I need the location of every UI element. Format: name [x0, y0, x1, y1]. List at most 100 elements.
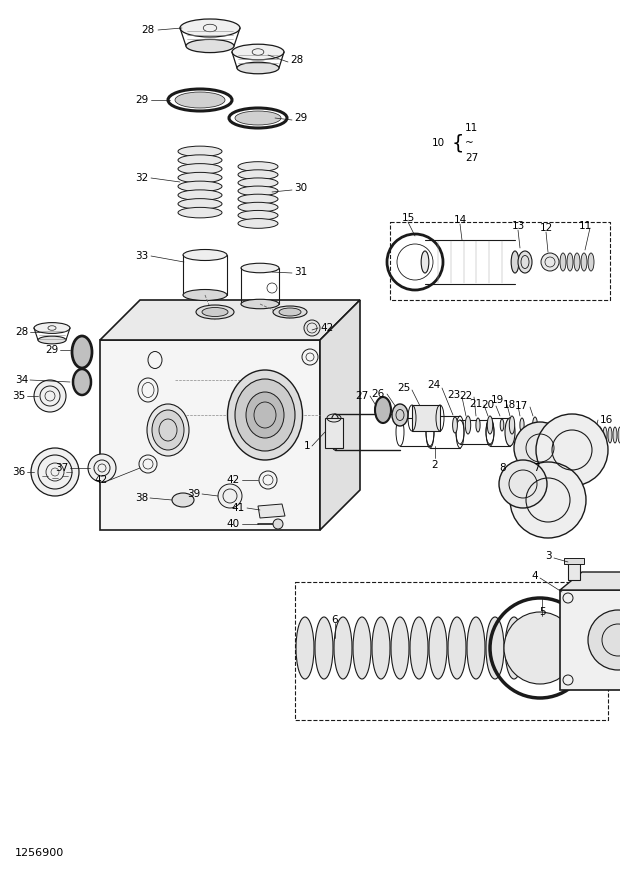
Text: 24: 24	[427, 380, 440, 390]
Text: 42: 42	[227, 475, 240, 485]
Ellipse shape	[178, 199, 222, 210]
Text: ~: ~	[465, 138, 474, 148]
Text: 14: 14	[453, 215, 467, 225]
Ellipse shape	[392, 404, 408, 426]
Text: 21: 21	[469, 399, 482, 409]
Text: 25: 25	[397, 383, 410, 393]
Ellipse shape	[467, 617, 485, 679]
Ellipse shape	[180, 19, 240, 37]
Text: 3: 3	[546, 551, 552, 561]
Ellipse shape	[235, 379, 295, 451]
Circle shape	[588, 610, 620, 670]
Ellipse shape	[175, 92, 225, 108]
Ellipse shape	[241, 299, 279, 309]
Ellipse shape	[520, 418, 524, 432]
Text: 27: 27	[355, 391, 368, 401]
Ellipse shape	[246, 392, 284, 438]
Text: 26: 26	[372, 389, 385, 399]
Ellipse shape	[147, 404, 189, 456]
Ellipse shape	[315, 617, 333, 679]
Ellipse shape	[238, 170, 278, 180]
Text: 20: 20	[481, 400, 494, 410]
Ellipse shape	[421, 251, 429, 273]
Text: 39: 39	[187, 489, 200, 499]
Ellipse shape	[178, 155, 222, 165]
Text: 37: 37	[55, 463, 68, 473]
Ellipse shape	[608, 427, 612, 443]
Ellipse shape	[465, 416, 471, 434]
Text: 5: 5	[539, 607, 546, 617]
Ellipse shape	[603, 427, 607, 443]
Bar	[325, 418, 343, 448]
Ellipse shape	[613, 427, 617, 443]
Ellipse shape	[38, 336, 66, 344]
Text: 31: 31	[294, 267, 308, 277]
Ellipse shape	[391, 617, 409, 679]
Text: 28: 28	[142, 25, 155, 35]
Text: 32: 32	[135, 173, 148, 183]
Text: 12: 12	[539, 223, 552, 233]
Bar	[412, 405, 440, 431]
Circle shape	[514, 422, 566, 474]
Text: 18: 18	[503, 400, 516, 410]
Text: 29: 29	[135, 95, 148, 105]
Ellipse shape	[238, 162, 278, 171]
Ellipse shape	[178, 181, 222, 192]
Ellipse shape	[238, 186, 278, 196]
Text: 15: 15	[401, 213, 415, 223]
Text: 38: 38	[135, 493, 148, 503]
Text: 1256900: 1256900	[15, 848, 64, 858]
Ellipse shape	[588, 253, 594, 271]
Ellipse shape	[505, 617, 523, 679]
Ellipse shape	[178, 146, 222, 156]
Ellipse shape	[353, 617, 371, 679]
Text: 29: 29	[45, 345, 58, 355]
Ellipse shape	[183, 250, 227, 260]
Text: 7: 7	[533, 463, 540, 473]
Text: 27: 27	[465, 153, 478, 163]
Text: 10: 10	[432, 138, 445, 148]
Bar	[560, 590, 620, 690]
Ellipse shape	[73, 369, 91, 395]
Ellipse shape	[593, 427, 597, 443]
Text: 41: 41	[232, 503, 245, 513]
Ellipse shape	[279, 308, 301, 316]
Ellipse shape	[228, 370, 303, 460]
Ellipse shape	[238, 178, 278, 188]
Circle shape	[504, 612, 576, 684]
Text: 19: 19	[491, 395, 504, 405]
Text: 8: 8	[499, 463, 506, 473]
Bar	[564, 558, 584, 564]
Circle shape	[218, 484, 242, 508]
Ellipse shape	[500, 419, 504, 431]
Polygon shape	[560, 572, 620, 590]
Text: 2: 2	[432, 460, 438, 470]
Text: 11: 11	[578, 221, 592, 231]
Ellipse shape	[509, 416, 515, 434]
Polygon shape	[100, 300, 360, 340]
Ellipse shape	[296, 617, 314, 679]
Ellipse shape	[581, 253, 587, 271]
Ellipse shape	[232, 45, 284, 59]
Text: 1: 1	[303, 441, 310, 451]
Polygon shape	[100, 340, 320, 530]
Text: 30: 30	[294, 183, 307, 193]
Text: 40: 40	[227, 519, 240, 529]
Circle shape	[510, 462, 586, 538]
Ellipse shape	[524, 617, 542, 679]
Circle shape	[536, 414, 608, 486]
Polygon shape	[320, 300, 360, 530]
Circle shape	[31, 448, 79, 496]
Ellipse shape	[487, 416, 493, 434]
Ellipse shape	[178, 172, 222, 182]
Text: 4: 4	[531, 571, 538, 581]
Ellipse shape	[238, 218, 278, 229]
Ellipse shape	[237, 62, 279, 74]
Ellipse shape	[429, 617, 447, 679]
Text: 35: 35	[12, 391, 25, 401]
Text: 13: 13	[512, 221, 525, 231]
Ellipse shape	[241, 264, 279, 272]
Ellipse shape	[574, 253, 580, 271]
Ellipse shape	[453, 417, 458, 433]
Circle shape	[34, 380, 66, 412]
